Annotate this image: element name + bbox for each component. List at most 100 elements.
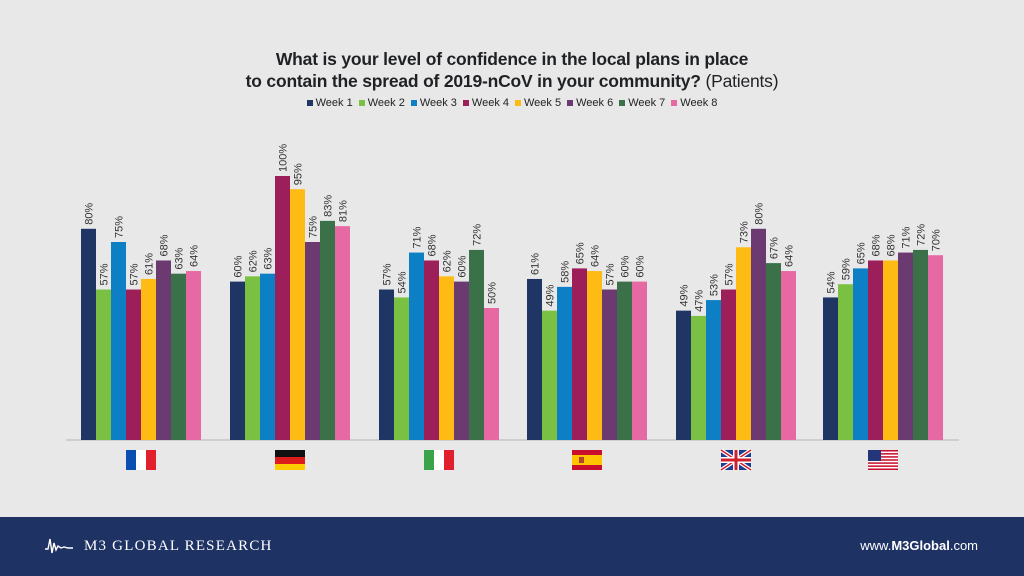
bar (587, 271, 602, 440)
bar (81, 228, 96, 440)
data-label: 73% (739, 221, 751, 243)
legend-swatch (306, 100, 313, 106)
data-label: 57% (99, 263, 111, 285)
data-label: 58% (560, 261, 572, 283)
bar (913, 249, 928, 440)
data-label: 49% (679, 284, 691, 306)
legend-label: Week 5 (524, 97, 562, 109)
bar (706, 300, 721, 440)
bar (838, 284, 853, 440)
legend-swatch (567, 100, 574, 106)
data-label: 71% (901, 226, 913, 248)
chart-title: What is your level of confidence in the … (0, 48, 1024, 92)
bar-group-germany: 60% 62% 63% 100%95% 75%83% 81% (230, 144, 350, 440)
bar-group-spain: 61%49%58%65% 64%57% 60% 60% (527, 242, 647, 440)
bar (230, 281, 245, 440)
chart-title-line-2-text: to contain the spread of 2019-nCoV in yo… (245, 71, 701, 91)
bar (186, 271, 201, 440)
legend-label: Week 6 (576, 97, 614, 109)
brand-name: M3 GLOBAL RESEARCH (84, 537, 273, 554)
bar (305, 242, 320, 440)
legend-label: Week 8 (680, 97, 718, 109)
data-label: 61% (530, 253, 542, 275)
data-label: 61% (144, 253, 156, 275)
data-label: 59% (841, 258, 853, 280)
bar (379, 289, 394, 440)
bar-group-italy: 57% 54% 71% 68%62% 60%72% 50% (379, 224, 499, 440)
flag-spain-icon (572, 450, 602, 470)
data-label: 83% (323, 195, 335, 217)
legend-item-week-7: Week 7 (619, 97, 665, 109)
brand: M3 GLOBAL RESEARCH (44, 535, 273, 557)
data-label: 68% (427, 234, 439, 256)
data-label: 49% (545, 284, 557, 306)
website-brand: M3Global (891, 538, 950, 553)
chart-title-line-1: What is your level of confidence in the … (275, 49, 749, 69)
bar (823, 297, 838, 440)
data-label: 60% (620, 255, 632, 277)
chart-legend: Week 1 Week 2 Week 3 Week 4 Week 5 Week 6 Week… (0, 97, 1024, 109)
bar (676, 310, 691, 440)
data-label: 63% (263, 247, 275, 269)
flag-france-icon (126, 450, 156, 470)
data-label: 62% (248, 250, 260, 272)
legend-label: Week 1 (315, 97, 353, 109)
data-label: 54% (826, 271, 838, 293)
data-label: 72% (472, 224, 484, 246)
data-label: 54% (397, 271, 409, 293)
bar (883, 260, 898, 440)
data-label: 75% (308, 216, 320, 238)
bar (424, 260, 439, 440)
data-label: 65% (856, 242, 868, 264)
bar (781, 271, 796, 440)
data-label: 50% (487, 282, 499, 304)
bar-group-france: 80%57%75%57% 61%68%63% 64% (81, 203, 201, 440)
bar (572, 268, 587, 440)
bar (469, 249, 484, 440)
bar-group-united-kingdom: 49% 47%53% 57% 73%80%67% 64% (676, 203, 796, 440)
legend-swatch (358, 100, 365, 106)
data-label: 70% (931, 229, 943, 251)
bar (275, 176, 290, 440)
legend-label: Week 7 (628, 97, 666, 109)
data-label: 95% (293, 163, 305, 185)
bar (736, 247, 751, 440)
data-label: 81% (338, 200, 350, 222)
bar (454, 281, 469, 440)
data-label: 63% (174, 247, 186, 269)
website-suffix: .com (949, 538, 978, 553)
data-label: 57% (129, 263, 141, 285)
bar (766, 263, 781, 440)
bar (721, 289, 736, 440)
bar (617, 281, 632, 440)
data-label: 68% (159, 234, 171, 256)
bar (394, 297, 409, 440)
data-label: 60% (635, 255, 647, 277)
data-label: 65% (575, 242, 587, 264)
bar (691, 315, 706, 440)
bar (96, 289, 111, 440)
chart-title-suffix: (Patients) (705, 71, 779, 91)
legend-swatch (515, 100, 521, 106)
data-label: 62% (442, 250, 454, 272)
data-label: 80% (84, 203, 96, 225)
legend-swatch (410, 100, 417, 106)
data-label: 68% (886, 234, 898, 256)
data-label: 57% (382, 263, 394, 285)
bar (557, 286, 572, 440)
bar (156, 260, 171, 440)
legend-item-week-8: Week 8 (671, 97, 717, 109)
legend-swatch (619, 100, 626, 106)
bar (928, 255, 943, 440)
website-prefix: www. (860, 538, 892, 553)
bar (320, 220, 335, 440)
flag-usa-icon (868, 450, 898, 470)
bar (898, 252, 913, 440)
legend-label: Week 3 (419, 97, 457, 109)
bar (126, 289, 141, 440)
legend-swatch (671, 100, 678, 106)
website-link[interactable]: www.M3Global.com (860, 538, 978, 553)
data-label: 80% (754, 203, 766, 225)
data-label: 57% (724, 263, 736, 285)
legend-label: Week 4 (471, 97, 509, 109)
